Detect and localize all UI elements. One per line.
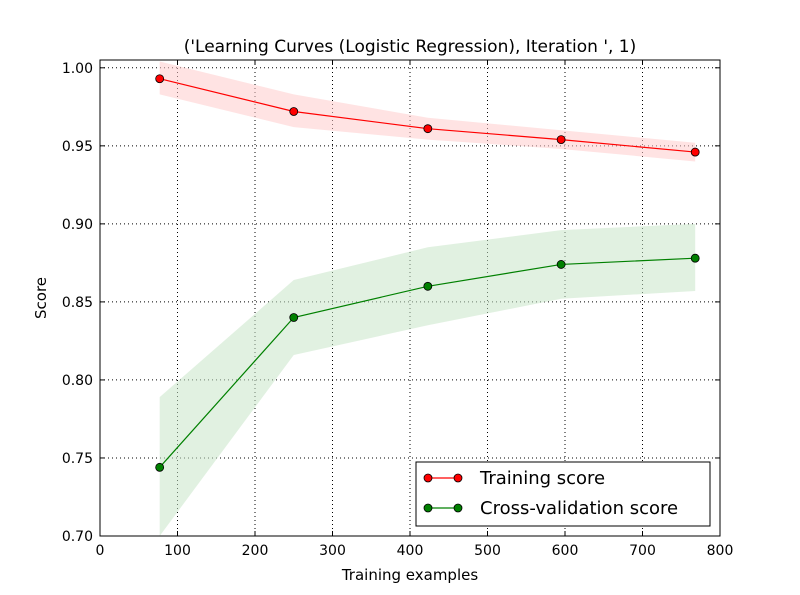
legend-marker (453, 503, 463, 513)
data-point (423, 281, 433, 291)
x-tick-label: 100 (164, 543, 191, 559)
x-tick-label: 700 (629, 543, 656, 559)
x-tick-label: 600 (552, 543, 579, 559)
y-axis-title: Score (32, 277, 50, 319)
chart-title: ('Learning Curves (Logistic Regression),… (184, 37, 637, 57)
x-tick-label: 400 (397, 543, 424, 559)
confidence-band-1 (159, 223, 696, 537)
data-point (289, 107, 299, 116)
legend-marker (453, 473, 463, 483)
x-tick-label: 300 (319, 543, 346, 559)
legend-label-0: Training score (479, 468, 605, 489)
legend-marker (423, 473, 433, 483)
data-point (690, 253, 700, 263)
y-tick-label: 0.95 (62, 139, 93, 155)
y-tick-label: 0.75 (62, 451, 93, 467)
series-markers (155, 74, 700, 472)
x-axis-title: Training examples (341, 566, 479, 584)
data-point (155, 74, 165, 84)
data-point (556, 135, 566, 144)
legend-label-1: Cross-validation score (480, 498, 678, 519)
legend-marker (423, 503, 433, 513)
x-tick-label: 800 (707, 543, 734, 559)
data-point (556, 260, 566, 269)
x-tick-label: 200 (242, 543, 269, 559)
y-tick-label: 1.00 (62, 61, 93, 77)
x-tick-label: 500 (474, 543, 501, 559)
y-tick-label: 0.85 (62, 295, 93, 311)
legend-box (415, 461, 711, 527)
y-tick-label: 0.80 (62, 373, 93, 389)
data-point (155, 462, 165, 472)
y-tick-label: 0.70 (62, 529, 93, 545)
data-point (690, 147, 700, 157)
data-point (289, 313, 299, 322)
y-tick-label: 0.90 (62, 217, 93, 233)
data-point (423, 124, 433, 134)
legend: Training score Cross-validation score (415, 461, 711, 527)
axis-ticks: 0 100 200 300 400 500 600 700 800 0.70 0.75 0.80 0.8… (62, 60, 734, 559)
x-tick-label: 0 (96, 543, 105, 559)
